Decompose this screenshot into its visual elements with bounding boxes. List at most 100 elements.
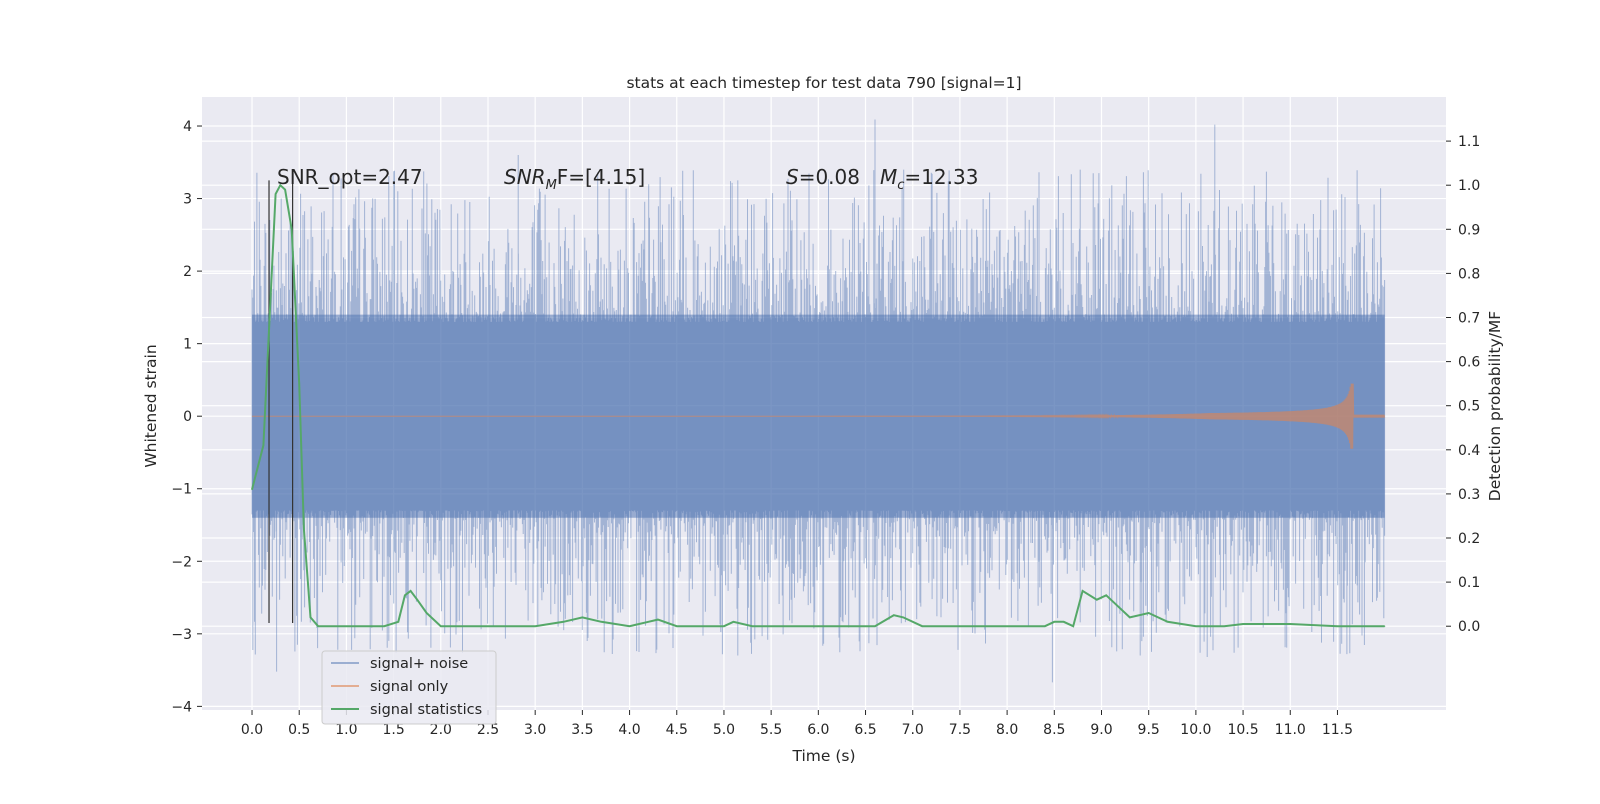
signal-statistics-point-20	[449, 625, 451, 627]
x-tick-label-20: 10.0	[1180, 722, 1211, 738]
signal-statistics-point-16	[409, 590, 412, 592]
signal-statistics-point-42	[1063, 621, 1065, 623]
annotation-s-prefix: S	[786, 165, 799, 189]
signal-statistics-point-43	[1072, 625, 1074, 627]
y-left-tick-label-8: 4	[183, 119, 192, 135]
y-right-tick-label-11: 1.1	[1458, 134, 1480, 150]
y-axis-label-left: Whitened strain	[142, 344, 160, 467]
signal-statistics-point-28	[657, 618, 659, 621]
y-right-tick-label-10: 1.0	[1458, 178, 1480, 194]
x-tick-label-5: 2.5	[477, 722, 499, 738]
y-right-tick-label-4: 0.4	[1458, 443, 1480, 459]
signal-statistics-point-5	[291, 228, 293, 230]
signal-statistics-point-0	[251, 488, 253, 491]
annotation-snr-opt: SNR_opt=2.47	[277, 165, 423, 189]
y-right-tick-label-2: 0.2	[1458, 531, 1480, 547]
signal-statistics-point-1	[262, 444, 264, 446]
y-right-tick-label-9: 0.9	[1458, 222, 1480, 238]
signal-statistics-point-13	[383, 625, 385, 627]
y-left-tick-label-2: −2	[171, 554, 192, 570]
x-tick-label-17: 8.5	[1043, 722, 1065, 738]
y-right-tick-label-6: 0.6	[1458, 355, 1480, 371]
signal-statistics-point-33	[817, 625, 819, 627]
legend-label-signal-statistics: signal statistics	[370, 702, 482, 718]
y-left-tick-label-4: 0	[183, 409, 192, 425]
signal-statistics-point-52	[1223, 625, 1225, 627]
signal-statistics-point-55	[1336, 625, 1339, 627]
signal-statistics-point-14	[397, 621, 399, 623]
signal-statistics-point-32	[751, 625, 753, 627]
annotation-mc-sub: c	[897, 178, 904, 193]
signal-statistics-point-23	[562, 621, 565, 623]
y-left-tick-label-1: −3	[171, 627, 192, 643]
signal-statistics-point-41	[1053, 621, 1055, 623]
legend-box	[321, 650, 497, 725]
signal-statistics-point-54	[1289, 623, 1291, 625]
signal-statistics-point-31	[732, 621, 734, 623]
signal-statistics-point-35	[893, 614, 895, 616]
annotation-s: S=0.08	[786, 165, 860, 189]
x-tick-label-23: 11.5	[1322, 722, 1353, 738]
signal-statistics-point-25	[600, 621, 602, 623]
signal-statistics-point-47	[1115, 603, 1117, 605]
x-tick-label-8: 4.0	[618, 722, 640, 738]
signal-statistics-point-9	[317, 625, 319, 627]
data-layer	[251, 119, 1386, 683]
signal-statistics-point-21	[487, 625, 489, 627]
signal-statistics-point-50	[1166, 621, 1169, 623]
x-axis-label: Time (s)	[791, 747, 855, 765]
signal-statistics-point-30	[723, 625, 725, 627]
signal-statistics-point-19	[440, 625, 442, 627]
annotation-mc-prefix: M	[880, 165, 897, 189]
x-tick-label-11: 5.5	[760, 722, 782, 738]
signal-statistics-point-53	[1242, 623, 1244, 625]
x-tick-label-2: 1.0	[335, 722, 357, 738]
x-tick-label-3: 1.5	[382, 722, 404, 738]
annotation-snr-mf: SNRMF=[4.15]	[504, 165, 645, 193]
x-tick-label-13: 6.5	[854, 722, 876, 738]
signal-statistics-point-56	[1384, 625, 1386, 627]
signal-statistics-point-17	[416, 599, 418, 601]
legend-label-signal-noise: signal+ noise	[370, 656, 468, 672]
signal-statistics-point-44	[1082, 590, 1084, 592]
x-tick-label-9: 4.5	[666, 722, 688, 738]
signal-statistics-point-11	[345, 625, 348, 627]
signal-statistics-point-34	[874, 625, 876, 627]
x-tick-label-22: 11.0	[1275, 722, 1306, 738]
x-tick-label-12: 6.0	[807, 722, 829, 738]
signal-statistics-point-29	[676, 625, 678, 627]
signal-statistics-point-51	[1195, 625, 1197, 627]
y-left-tick-label-6: 2	[183, 264, 192, 280]
signal-statistics-point-48	[1129, 616, 1131, 618]
signal-statistics-point-12	[364, 625, 366, 627]
x-tick-label-6: 3.0	[524, 722, 546, 738]
signal-statistics-point-15	[404, 594, 406, 596]
chart-title: stats at each timestep for test data 790…	[626, 74, 1021, 92]
signal-statistics-point-26	[628, 625, 631, 627]
annotation-snr-mf-sub: M	[546, 178, 557, 193]
x-tick-label-15: 7.5	[949, 722, 971, 738]
x-tick-label-18: 9.0	[1090, 722, 1112, 738]
axes: 0.0 0.5 1.0 1.5 2.0 2.5 3.0 3.5 4.0 4.5 5.0 5.5 6.0 6…	[171, 119, 1480, 738]
x-tick-label-4: 2.0	[430, 722, 452, 738]
x-tick-label-0: 0.0	[241, 722, 263, 738]
signal-statistics-point-49	[1148, 612, 1150, 614]
signal-statistics-point-3	[279, 184, 281, 186]
y-left-tick-label-7: 3	[183, 192, 192, 208]
annotation-mc: Mc=12.33	[880, 165, 978, 193]
signal-statistics-point-27	[647, 621, 650, 623]
signal-statistics-point-45	[1096, 599, 1098, 601]
y-right-tick-label-3: 0.3	[1458, 487, 1480, 503]
y-right-tick-label-0: 0.0	[1458, 619, 1480, 635]
x-tick-label-7: 3.5	[571, 722, 593, 738]
signal-statistics-point-6	[298, 383, 300, 385]
y-left-tick-label-0: −4	[171, 699, 192, 715]
signal-statistics-point-18	[426, 612, 428, 614]
y-axis-label-right: Detection probability/MF	[1486, 311, 1504, 502]
signal-statistics-point-24	[581, 616, 583, 618]
signal-statistics-point-38	[959, 625, 961, 627]
signal-statistics-point-10	[326, 625, 329, 627]
x-tick-label-16: 8.0	[996, 722, 1018, 738]
